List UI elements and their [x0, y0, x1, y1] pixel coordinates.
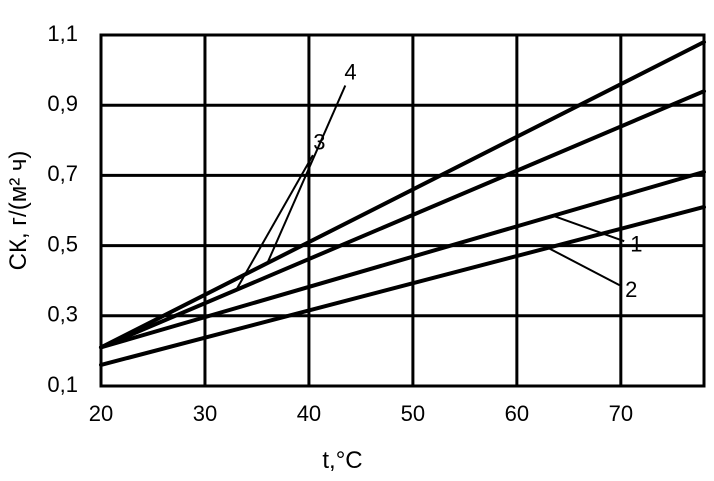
curve-label-2: 2	[625, 277, 637, 302]
y-tick-label: 1,1	[47, 21, 78, 46]
y-tick-labels: 0,1 0,3 0,5 0,7 0,9 1,1	[47, 21, 78, 397]
y-tick-label: 0,9	[47, 91, 78, 116]
x-tick-label: 30	[193, 401, 217, 426]
curve-label-1: 1	[630, 231, 642, 256]
x-axis-label: t,°C	[322, 447, 362, 474]
curve-leader-2	[547, 246, 621, 287]
curve-label-3: 3	[313, 130, 325, 155]
series-line-1	[99, 169, 706, 350]
y-tick-label: 0,3	[47, 302, 78, 327]
x-tick-label: 50	[401, 401, 425, 426]
x-tick-labels: 20 30 40 50 60 70	[89, 401, 633, 426]
x-tick-label: 20	[89, 401, 113, 426]
series-line-3	[99, 89, 706, 350]
curve-labels: 1 2 3 4	[313, 59, 642, 302]
series-line-2	[99, 204, 706, 367]
y-axis-label: СК, г/(м² ч)	[5, 151, 32, 271]
curve-leader-3	[235, 154, 314, 291]
y-tick-label: 0,1	[47, 372, 78, 397]
x-tick-label: 40	[297, 401, 321, 426]
y-tick-label: 0,5	[47, 231, 78, 256]
plot-frame	[99, 33, 706, 388]
y-tick-label: 0,7	[47, 161, 78, 186]
curve-leaders	[235, 85, 625, 291]
series-line-4	[99, 40, 706, 350]
series-lines	[99, 40, 706, 367]
x-tick-label: 60	[505, 401, 529, 426]
x-tick-label: 70	[609, 401, 633, 426]
curve-leader-4	[266, 85, 347, 264]
grid	[101, 35, 704, 386]
curve-leader-1	[552, 214, 625, 243]
curve-label-4: 4	[344, 59, 356, 84]
